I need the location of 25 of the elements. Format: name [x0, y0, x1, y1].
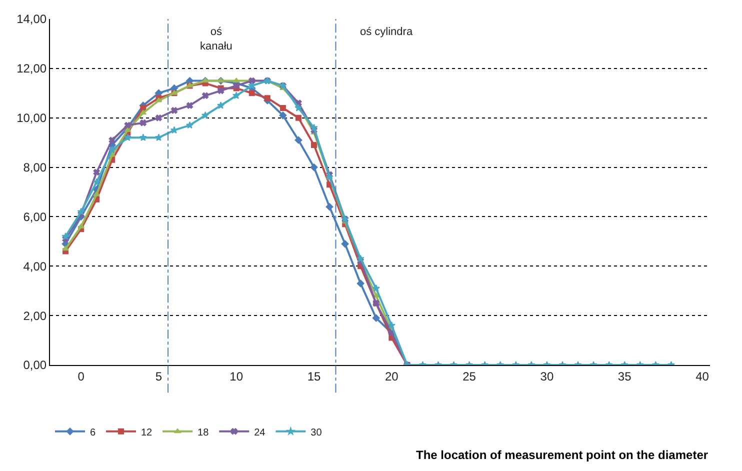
y-tick-label: 10,00 — [16, 111, 47, 126]
ref-line-label: oś cylindra — [360, 26, 414, 38]
y-tick-label: 2,00 — [23, 308, 47, 323]
x-tick-label: 30 — [540, 369, 554, 384]
x-tick-label: 25 — [462, 369, 476, 384]
legend-label: 18 — [198, 427, 210, 438]
y-tick-label: 6,00 — [23, 210, 47, 224]
ref-line-label: oś kanału — [200, 26, 232, 52]
legend-label: 24 — [254, 427, 266, 438]
x-tick-label: 15 — [307, 369, 321, 384]
legend-label: 30 — [310, 427, 322, 438]
y-tick-label: 0,00 — [23, 358, 47, 372]
x-tick-label: 35 — [618, 369, 632, 384]
x-tick-label: 5 — [155, 369, 162, 384]
text: The location of measurement point on the diameter — [416, 448, 708, 462]
legend-label: 6 — [90, 427, 96, 438]
legend-label: 12 — [141, 427, 153, 438]
y-tick-label: 4,00 — [23, 259, 47, 274]
x-tick-label: 0 — [78, 369, 85, 384]
y-tick-label: 12,00 — [16, 62, 47, 76]
x-tick-label: 20 — [384, 369, 399, 384]
x-tick-label: 10 — [230, 369, 244, 384]
y-tick-label: 8,00 — [23, 160, 47, 174]
y-tick-label: 14,00 — [16, 12, 47, 26]
x-tick-label: 40 — [696, 369, 710, 384]
